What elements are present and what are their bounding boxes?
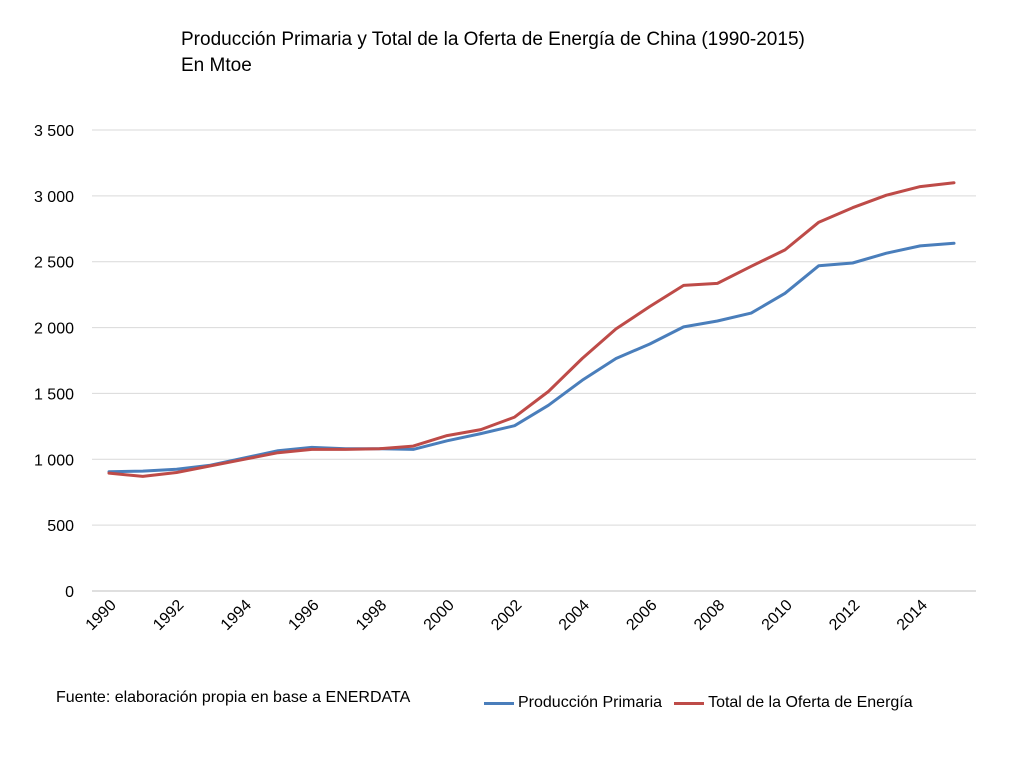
legend-item-primary-production: Producción Primaria	[484, 694, 662, 712]
x-tick-label: 2004	[556, 597, 593, 634]
x-tick-label: 2014	[894, 597, 931, 634]
y-tick-label: 500	[47, 518, 74, 535]
legend-item-total-energy-supply: Total de la Oferta de Energía	[674, 694, 913, 712]
y-tick-label: 0	[65, 584, 74, 601]
y-tick-label: 1 500	[34, 386, 74, 403]
y-tick-label: 2 000	[34, 321, 74, 338]
y-tick-label: 3 000	[34, 189, 74, 206]
chart-title: Producción Primaria y Total de la Oferta…	[181, 29, 805, 50]
x-tick-label: 2002	[488, 597, 525, 634]
legend-swatch-primary-production	[484, 701, 514, 705]
series-line-total-energy-supply	[107, 181, 956, 478]
x-tick-label: 2000	[421, 597, 458, 634]
source-note: Fuente: elaboración propia en base a ENE…	[56, 689, 411, 706]
legend-swatch-total-energy-supply	[674, 701, 705, 705]
x-tick-label: 1992	[150, 597, 187, 634]
legend: Producción Primaria Total de la Oferta d…	[484, 694, 925, 712]
y-tick-label: 2 500	[34, 255, 74, 272]
x-tick-label: 1996	[285, 597, 322, 634]
x-tick-label: 1998	[353, 597, 390, 634]
x-tick-label: 1994	[218, 597, 255, 634]
x-tick-label: 1990	[83, 597, 120, 634]
chart-subtitle: En Mtoe	[181, 55, 252, 76]
x-tick-label: 2010	[759, 597, 796, 634]
y-tick-label: 1 000	[34, 452, 74, 469]
chart-title-block: Producción Primaria y Total de la Oferta…	[181, 27, 805, 79]
x-tick-label: 2006	[623, 597, 660, 634]
legend-label-primary-production: Producción Primaria	[518, 694, 663, 711]
x-tick-label: 2012	[826, 597, 863, 634]
y-tick-label: 3 500	[34, 123, 74, 140]
series-line-primary-production	[107, 241, 956, 474]
legend-label-total-energy-supply: Total de la Oferta de Energía	[708, 694, 913, 711]
x-tick-label: 2008	[691, 597, 728, 634]
